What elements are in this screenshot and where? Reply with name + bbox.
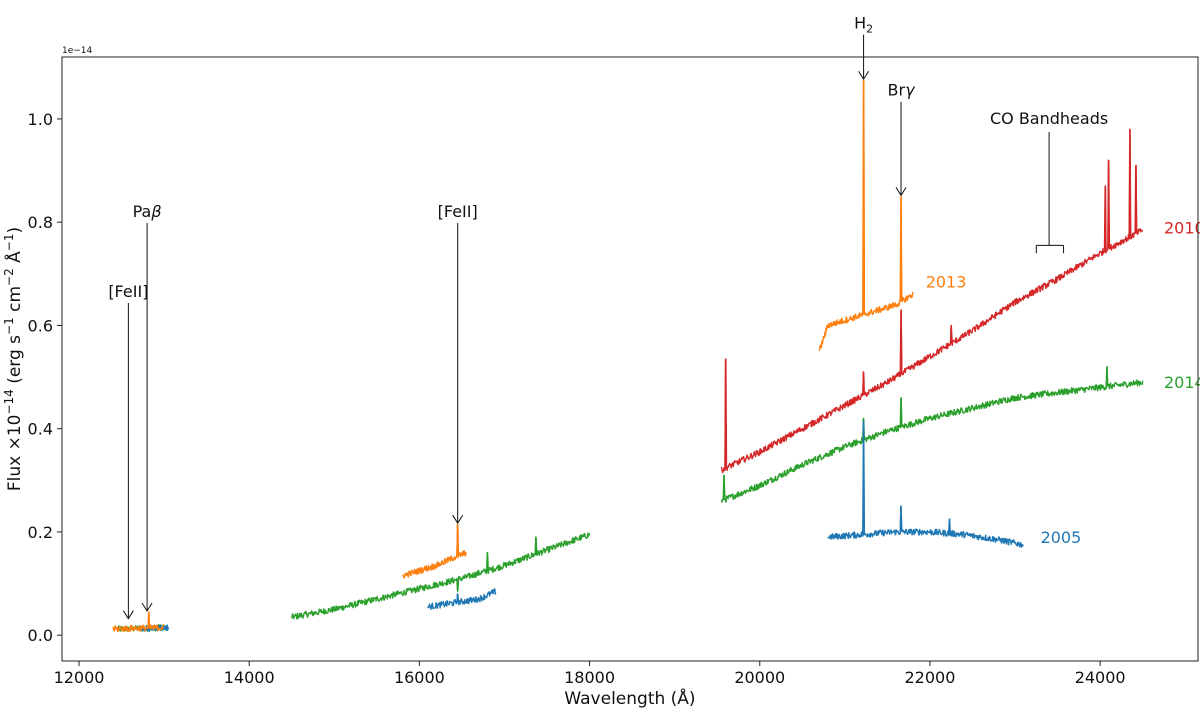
- series-2013: [112, 79, 914, 633]
- annot-feii-1-arrow-head: [122, 610, 134, 620]
- series-2010-spike-7: [1134, 165, 1138, 234]
- series-2010-line-0: [720, 128, 1144, 474]
- series-2010: [720, 128, 1144, 474]
- annot-pab: Paβ: [133, 202, 162, 612]
- series-2013-spike-3: [899, 196, 903, 302]
- series-2013-spike-2: [862, 80, 866, 315]
- annot-h2-arrow-head: [858, 70, 870, 81]
- y-tick-label: 0.2: [28, 523, 53, 542]
- series-2014-line-2: [720, 366, 1144, 503]
- series-2013-line-2: [818, 79, 914, 351]
- x-tick-label: 24000: [1075, 668, 1126, 687]
- annot-feii-2-arrow-head: [452, 514, 464, 525]
- y-axis-label: Flux ×10−14 (erg s−1 cm−2 Å−1): [2, 227, 25, 491]
- annot-feii-2: [FeII]: [438, 202, 478, 525]
- annot-pab-label: Paβ: [133, 202, 162, 221]
- annot-feii-2-label: [FeII]: [438, 202, 478, 221]
- y-offset-text: 1e−14: [62, 46, 93, 56]
- y-tick-label: 0.0: [28, 626, 53, 645]
- series-2013-spike-0: [147, 611, 151, 628]
- x-tick-label: 16000: [394, 668, 445, 687]
- series-2014-spike-1: [485, 552, 489, 571]
- series-2005-spike-3: [948, 518, 952, 534]
- series-2013-spike-1: [456, 524, 460, 557]
- series-2005-line-1: [427, 588, 497, 611]
- series-2010-spike-4: [1103, 186, 1107, 251]
- series-2005-spike-2: [899, 506, 903, 532]
- series-2005-line-2: [827, 420, 1024, 548]
- x-tick-label: 22000: [905, 668, 956, 687]
- plot-frame: [61, 56, 1199, 662]
- y-tick-label: 1.0: [28, 110, 53, 129]
- series-2005-spike-1: [862, 420, 866, 535]
- series-2014-line-1: [291, 532, 591, 620]
- series-2010-spike-2: [899, 309, 903, 374]
- x-tick-label: 20000: [734, 668, 785, 687]
- series-label-2005: 2005: [1041, 528, 1082, 547]
- co-bandheads-label: CO Bandheads: [990, 109, 1108, 128]
- x-tick-label: 18000: [564, 668, 615, 687]
- series-2005: [137, 420, 1024, 633]
- y-tick-label: 0.6: [28, 316, 53, 335]
- annot-brg-arrow-head: [895, 187, 907, 197]
- x-tick-label: 12000: [54, 668, 105, 687]
- x-axis-label: Wavelength (Å): [564, 687, 695, 709]
- series-2014-spike-6: [899, 397, 903, 428]
- series-2014-spike-7: [1105, 366, 1109, 387]
- series-2014-spike-2: [534, 537, 538, 555]
- series-group: 2010 2013 2014 2005: [112, 79, 1200, 633]
- series-label-2014: 2014: [1164, 373, 1200, 392]
- series-2013-line-1: [402, 523, 467, 579]
- y-tick-label: 0.4: [28, 420, 53, 439]
- axes-group: 12000 14000 16000 18000 20000 22000 24000 0.0 0.…: [28, 56, 1199, 687]
- annot-h2-label: H2: [854, 14, 873, 36]
- x-tick-label: 14000: [224, 668, 275, 687]
- annot-co-bandheads: CO Bandheads: [990, 109, 1108, 254]
- series-2010-spike-1: [862, 371, 866, 396]
- annot-brg: Brγ: [888, 81, 917, 197]
- series-2010-spike-5: [1107, 160, 1111, 249]
- annot-brg-label: Brγ: [888, 81, 917, 100]
- annotations-group: [FeII] Paβ [FeII] H2 Brγ CO Bandheads: [108, 14, 1108, 620]
- series-2010-spike-6: [1128, 129, 1132, 237]
- series-label-2013: 2013: [926, 273, 967, 292]
- series-label-2010: 2010: [1164, 218, 1200, 237]
- annot-feii-1: [FeII]: [108, 282, 148, 620]
- series-2014-spike-0: [456, 579, 460, 592]
- series-2014-spike-4: [722, 475, 726, 500]
- series-2013-line-0: [112, 611, 165, 633]
- series-2010-spike-0: [724, 358, 728, 468]
- y-tick-label: 0.8: [28, 213, 53, 232]
- annot-h2: H2: [854, 14, 873, 81]
- series-2010-spike-3: [949, 325, 953, 344]
- series-2014: [116, 366, 1144, 632]
- series-2005-spike-0: [456, 593, 460, 603]
- annot-feii-1-label: [FeII]: [108, 282, 148, 301]
- annot-pab-arrow-head: [141, 602, 153, 612]
